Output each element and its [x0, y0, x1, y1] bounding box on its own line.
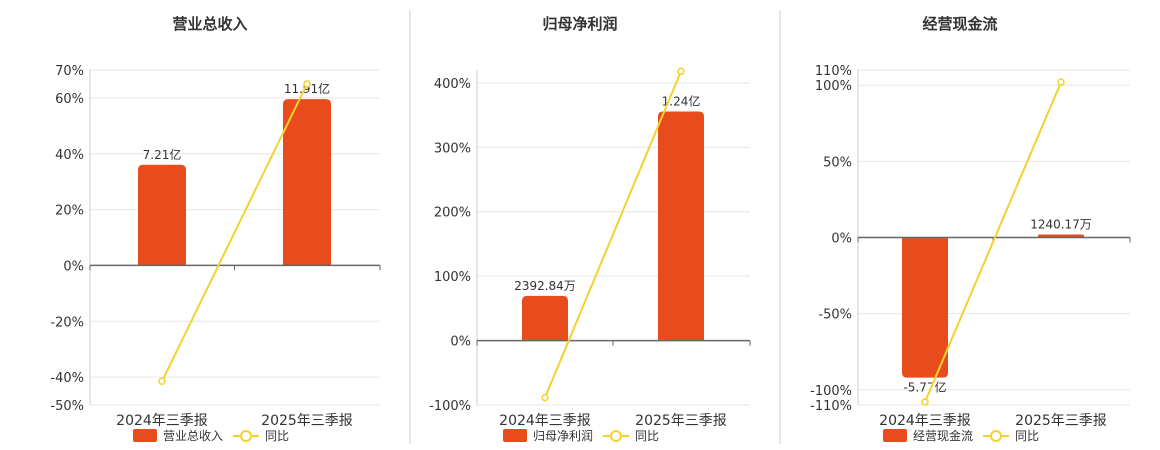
legend-label: 同比: [1015, 429, 1039, 443]
yoy-line: [544, 70, 682, 398]
legend-label: 营业总收入: [163, 429, 223, 443]
x-tick-label: 2025年三季报: [635, 413, 727, 429]
data-label: 7.21亿: [143, 147, 182, 162]
legend-line-marker: [610, 430, 622, 442]
y-tick-label: -50%: [50, 399, 84, 414]
y-tick-label: 300%: [434, 141, 471, 156]
x-tick-label: 2024年三季报: [116, 413, 208, 429]
y-tick-label: -50%: [818, 308, 852, 323]
x-tick-label: 2025年三季报: [261, 413, 353, 429]
bar: [1038, 234, 1084, 238]
chart-title: 经营现金流: [922, 15, 997, 33]
legend-label: 经营现金流: [913, 428, 973, 443]
y-tick-label: -110%: [810, 399, 852, 414]
yoy-point: [1057, 78, 1065, 86]
y-tick-label: -20%: [50, 315, 84, 330]
x-tick-label: 2025年三季报: [1015, 413, 1107, 429]
yoy-point: [158, 377, 166, 386]
chart-title: 营业总收入: [172, 15, 247, 33]
chart-title: 归母净利润: [542, 15, 617, 33]
data-label: 2392.84万: [514, 279, 576, 293]
bar: [522, 295, 568, 341]
legend-label: 归母净利润: [533, 429, 593, 443]
y-tick-label: 60%: [55, 92, 84, 107]
bar: [283, 99, 331, 266]
chart-panel-2: 归母净利润 400% 300% 200% 100% 0% -100% 2392.84万 1.24…: [429, 15, 751, 443]
legend-bar-swatch: [503, 429, 527, 442]
data-label: -5.77亿: [903, 380, 946, 395]
y-tick-label: 0%: [831, 232, 852, 247]
legend-bar-swatch: [133, 429, 157, 442]
y-tick-label: 100%: [434, 270, 471, 285]
y-tick-label: 200%: [434, 206, 471, 221]
legend-label: 同比: [635, 429, 659, 443]
chart-panel-1: 营业总收入 70% 60% 40% 20% 0% -20% -40% -50% 7.21亿 11.9…: [50, 15, 381, 443]
yoy-line: [161, 83, 308, 382]
bar: [658, 111, 704, 341]
data-label: 11.91亿: [284, 81, 330, 96]
legend-bar-swatch: [883, 429, 907, 442]
legend-line-marker: [240, 430, 252, 442]
y-tick-label: 20%: [55, 204, 84, 219]
yoy-point: [921, 398, 929, 406]
yoy-point: [541, 393, 549, 402]
y-tick-label: 70%: [55, 64, 84, 79]
legend-line-marker: [990, 430, 1002, 442]
bar: [138, 164, 186, 266]
yoy-line: [924, 81, 1062, 403]
y-tick-label: -40%: [50, 371, 84, 386]
legend-label: 同比: [265, 429, 289, 443]
y-tick-label: 110%: [815, 64, 852, 79]
y-tick-label: -100%: [429, 399, 471, 414]
data-label: 1.24亿: [662, 94, 701, 109]
chart-panel-3: 经营现金流 110%100% 50% 0% -50% -100%-110% -5.77亿 12…: [810, 15, 1131, 443]
bar: [902, 237, 948, 378]
y-tick-label: 0%: [450, 335, 471, 350]
y-tick-label: 0%: [63, 259, 84, 274]
y-tick-label: 100%: [815, 79, 852, 94]
data-label: 1240.17万: [1030, 217, 1092, 231]
x-tick-label: 2024年三季报: [879, 413, 971, 429]
y-tick-label: 40%: [55, 148, 84, 163]
x-tick-label: 2024年三季报: [499, 413, 591, 429]
y-tick-label: 400%: [434, 77, 471, 92]
y-tick-label: 50%: [823, 155, 852, 170]
yoy-point: [303, 80, 311, 88]
yoy-point: [677, 67, 685, 76]
y-tick-label: -100%: [810, 384, 852, 399]
